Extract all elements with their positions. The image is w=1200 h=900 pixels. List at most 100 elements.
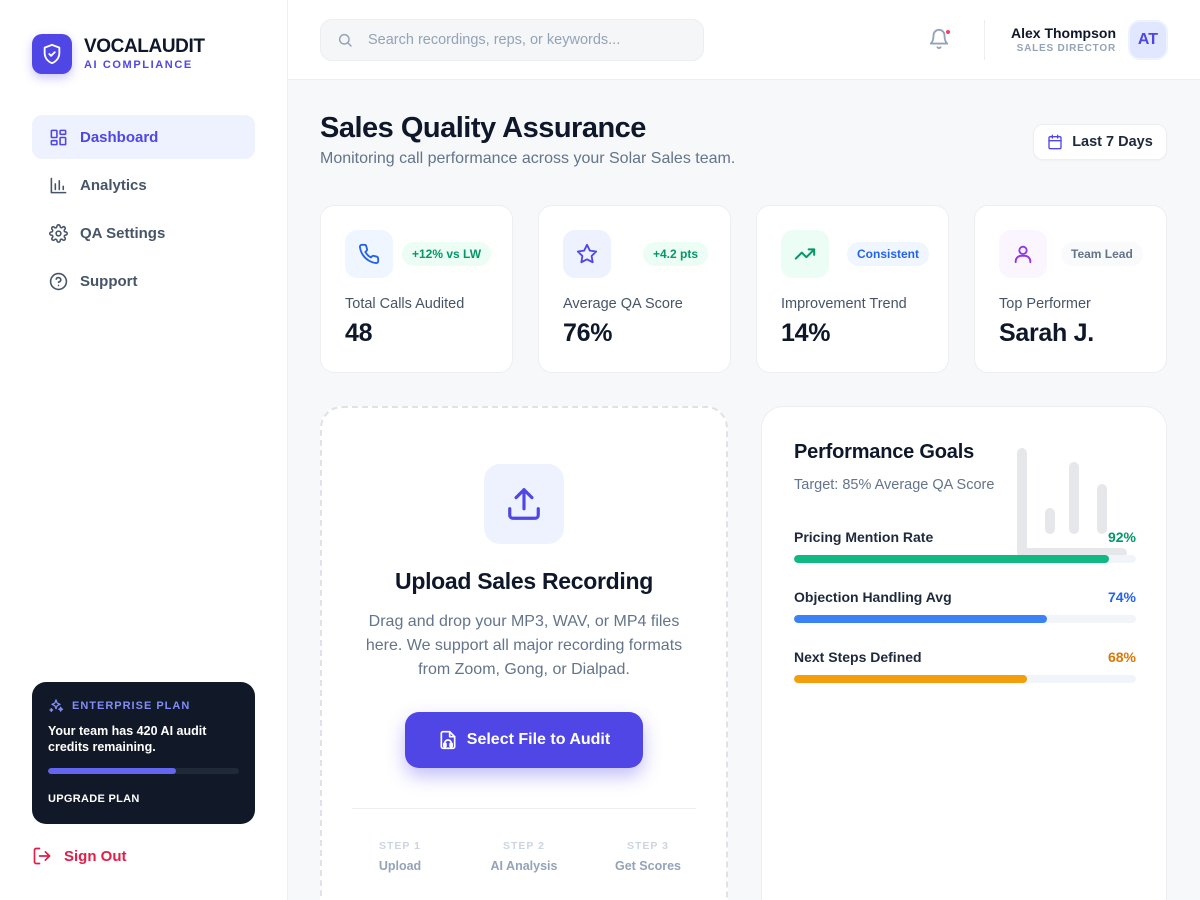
step-number: STEP 1 [379,840,421,852]
select-file-button[interactable]: Select File to Audit [405,712,643,768]
stat-card-calls: +12% vs LW Total Calls Audited 48 [320,205,513,373]
sidebar-item-analytics[interactable]: Analytics [32,163,255,207]
step-get-scores: STEP 3 Get Scores [588,840,708,873]
stat-card-qa-score: +4.2 pts Average QA Score 76% [538,205,731,373]
credits-progress-fill [48,768,176,774]
dashboard-icon [48,127,68,147]
performance-goals-panel: Performance Goals Target: 85% Average QA… [761,406,1167,900]
upload-icon [484,464,564,544]
goal-name: Next Steps Defined [794,649,922,665]
steps-divider [352,808,696,809]
step-number: STEP 3 [627,840,669,852]
step-upload: STEP 1 Upload [340,840,460,873]
step-name: Upload [378,859,422,873]
top-header: Alex Thompson SALES DIRECTOR AT [288,0,1200,80]
calendar-icon [1048,134,1062,150]
stat-value: 48 [345,319,373,347]
stat-value: 76% [563,319,613,347]
upload-dropzone[interactable]: Upload Sales Recording Drag and drop you… [320,406,728,900]
bar-chart-icon [48,175,68,195]
step-name: AI Analysis [490,859,558,873]
stat-badge: Team Lead [1061,242,1143,266]
trending-up-icon [781,230,829,278]
sidebar-item-label: Dashboard [80,128,159,146]
date-range-label: Last 7 Days [1072,134,1153,150]
user-icon [999,230,1047,278]
bar-chart-watermark-icon [1017,448,1127,558]
goal-name: Objection Handling Avg [794,589,952,605]
goals-subtitle: Target: 85% Average QA Score [794,477,995,493]
step-ai-analysis: STEP 2 AI Analysis [464,840,584,873]
goal-value: 92% [1107,529,1136,545]
goals-title: Performance Goals [794,441,975,463]
plan-description: Your team has 420 AI audit credits remai… [48,724,207,754]
user-role: SALES DIRECTOR [1016,43,1116,54]
sidebar-nav: Dashboard Analytics QA Settings Support [32,115,255,307]
star-icon [563,230,611,278]
logo[interactable]: VOCALAUDIT AI COMPLIANCE [32,34,205,74]
sidebar-item-label: QA Settings [80,224,166,242]
sidebar-item-label: Support [80,272,138,290]
stat-value: 14% [781,319,831,347]
sidebar: VOCALAUDIT AI COMPLIANCE Dashboard Analy… [0,0,288,900]
stat-badge: +12% vs LW [402,242,492,266]
search-bar[interactable] [320,19,704,61]
stat-label: Top Performer [999,296,1091,312]
brand-name: VOCALAUDIT [84,36,205,57]
notification-dot [945,29,951,35]
gear-icon [48,223,68,243]
brand-tagline: AI COMPLIANCE [84,59,193,71]
stat-badge: Consistent [847,242,930,266]
goal-pricing-mention: Pricing Mention Rate 92% [794,529,1136,563]
sparkles-icon [49,699,64,712]
goal-progress-track [794,555,1136,563]
stat-badge: +4.2 pts [643,242,709,266]
sign-out-button[interactable]: Sign Out [32,846,127,866]
goal-objection-handling: Objection Handling Avg 74% [794,589,1136,623]
notifications-button[interactable] [928,28,952,52]
upgrade-plan-button[interactable]: UPGRADE PLAN [48,793,140,805]
plan-card: ENTERPRISE PLAN Your team has 420 AI aud… [32,682,255,824]
upload-title: Upload Sales Recording [395,568,653,594]
user-name: Alex Thompson [1010,25,1116,41]
search-input[interactable] [368,32,668,48]
stat-label: Total Calls Audited [345,296,465,312]
search-icon [338,33,352,47]
goal-value: 68% [1107,649,1136,665]
select-file-label: Select File to Audit [466,731,611,748]
goal-progress-fill [794,615,1048,623]
stat-card-improvement: Consistent Improvement Trend 14% [756,205,949,373]
stat-value: Sarah J. [999,319,1094,347]
stat-label: Average QA Score [563,296,683,312]
stat-card-top-performer: Team Lead Top Performer Sarah J. [974,205,1167,373]
goal-progress-track [794,615,1136,623]
sidebar-item-dashboard[interactable]: Dashboard [32,115,255,159]
goal-progress-track [794,675,1136,683]
header-divider [984,20,985,60]
page-subtitle: Monitoring call performance across your … [320,150,736,167]
step-name: Get Scores [614,859,681,873]
stat-label: Improvement Trend [781,296,907,312]
goal-name: Pricing Mention Rate [794,529,934,545]
avatar[interactable]: AT [1128,20,1168,60]
logout-icon [33,847,51,865]
sidebar-item-label: Analytics [80,176,147,194]
goal-progress-fill [794,675,1027,683]
date-range-button[interactable]: Last 7 Days [1033,124,1167,160]
goal-next-steps: Next Steps Defined 68% [794,649,1136,683]
user-menu[interactable]: Alex Thompson SALES DIRECTOR AT [1011,20,1168,60]
goal-progress-fill [794,555,1109,563]
sidebar-item-qa-settings[interactable]: QA Settings [32,211,255,255]
shield-icon [32,34,72,74]
credits-progress-bar [48,768,239,774]
upload-description: Drag and drop your MP3, WAV, or MP4 file… [365,613,683,678]
plan-title: ENTERPRISE PLAN [72,700,191,712]
phone-icon [345,230,393,278]
help-circle-icon [48,271,68,291]
step-number: STEP 2 [503,840,545,852]
page-title: Sales Quality Assurance [320,112,646,144]
file-audio-icon [440,730,456,750]
sidebar-item-support[interactable]: Support [32,259,255,303]
bell-icon [929,29,949,50]
goal-value: 74% [1107,589,1136,605]
